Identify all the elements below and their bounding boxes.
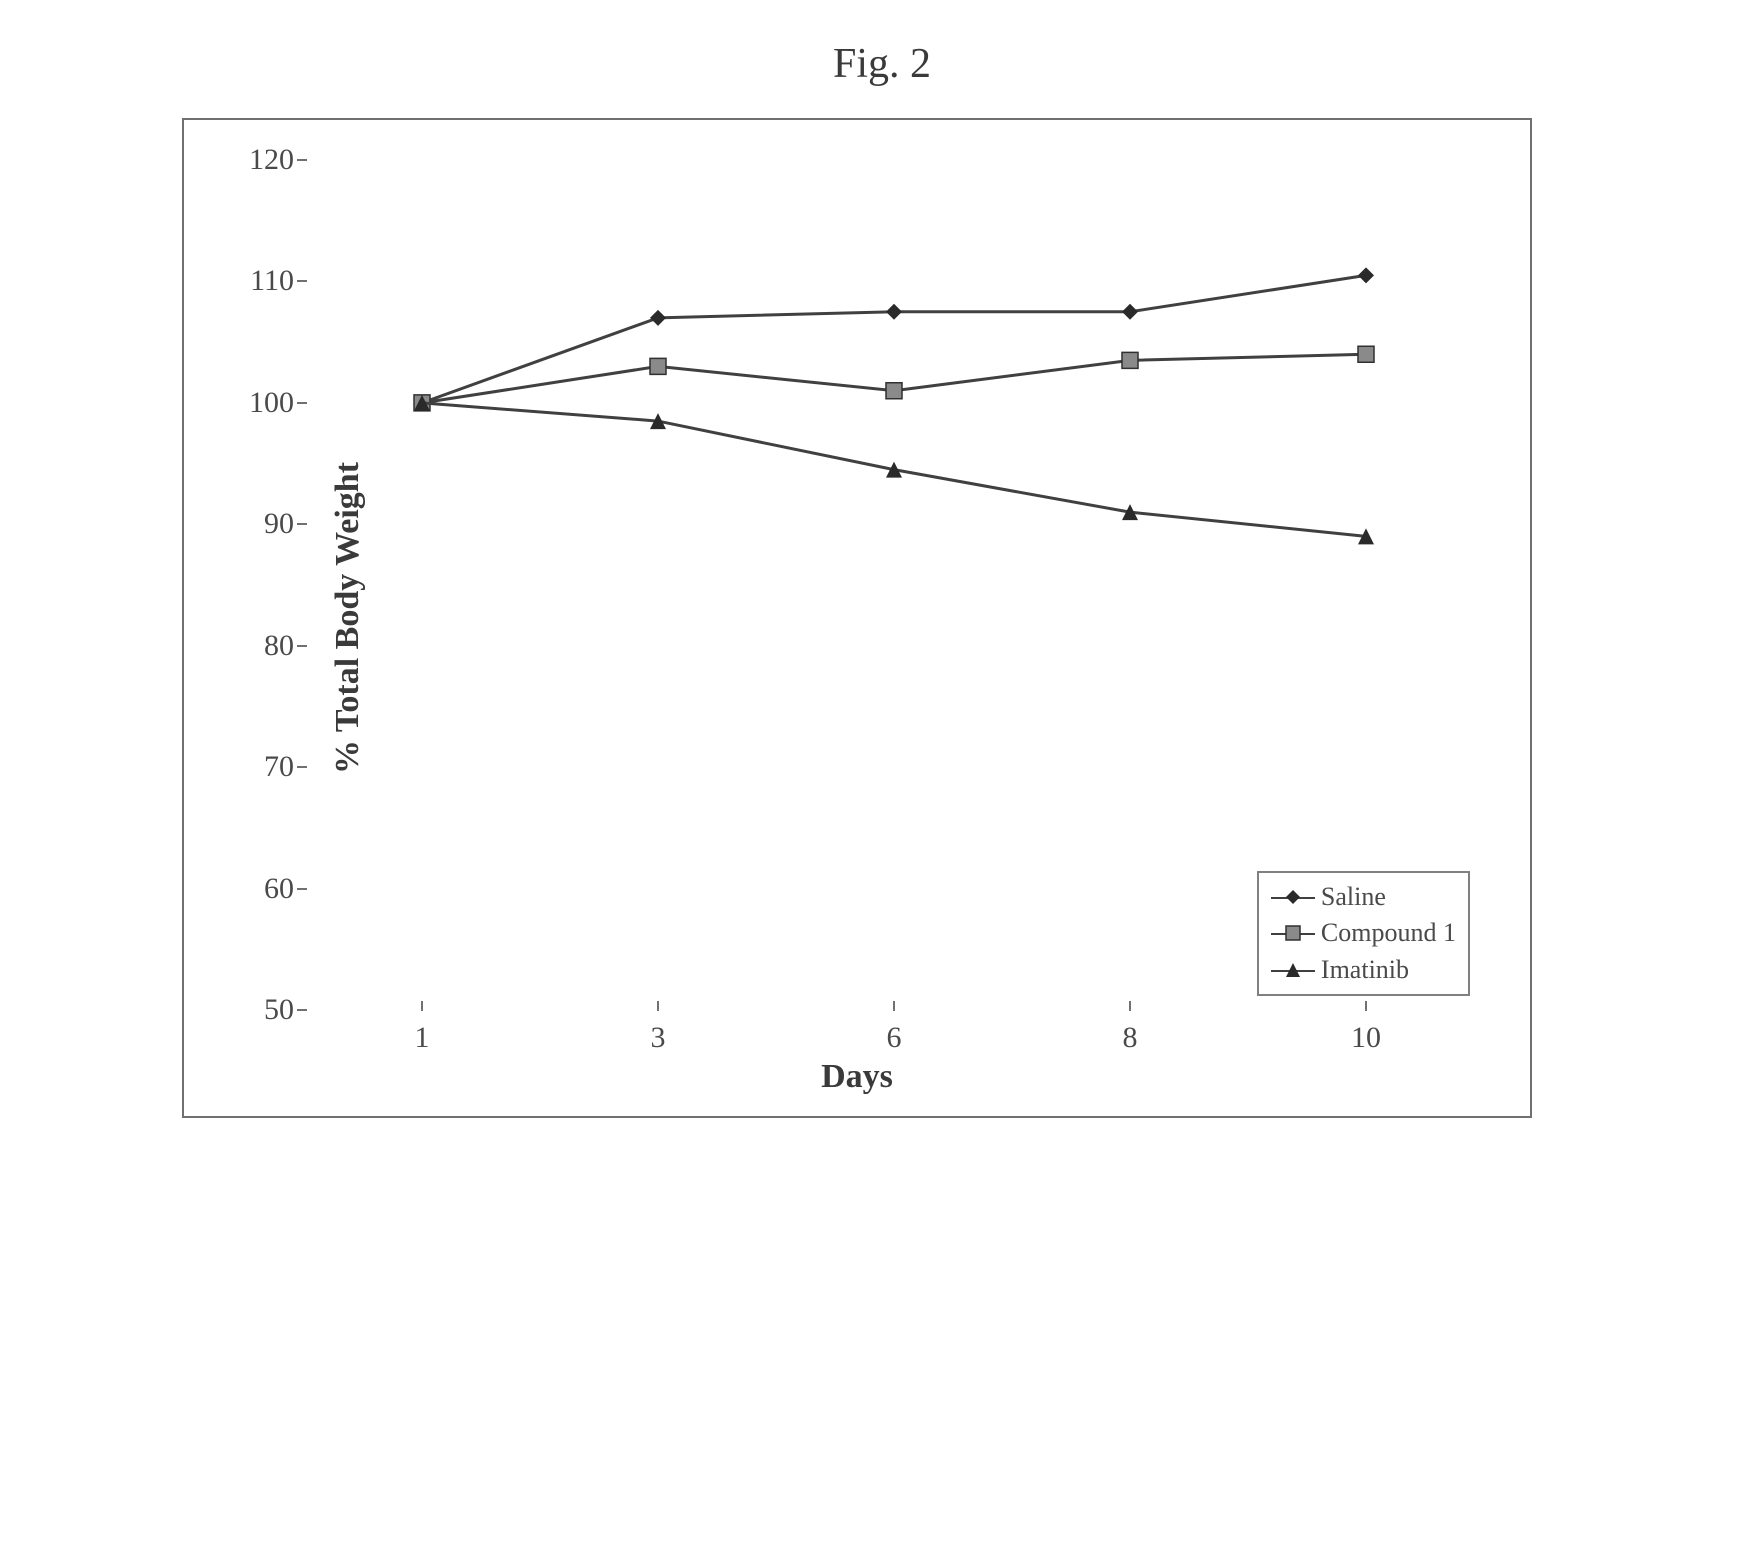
x-tick-label: 8	[1123, 1021, 1138, 1055]
legend-label: Compound 1	[1321, 915, 1456, 951]
y-tick-label: 120	[249, 143, 294, 177]
legend-item: Compound 1	[1271, 915, 1456, 951]
y-tick	[297, 159, 307, 161]
legend-label: Imatinib	[1321, 952, 1409, 988]
x-tick	[893, 1001, 895, 1011]
series-marker	[1122, 304, 1138, 320]
series-marker	[650, 358, 666, 374]
figure-container: Fig. 2 % Total Body Weight Days SalineCo…	[182, 40, 1582, 1118]
x-tick	[657, 1001, 659, 1011]
y-tick	[297, 645, 307, 647]
legend: SalineCompound 1Imatinib	[1257, 871, 1470, 996]
series-marker	[1358, 267, 1374, 283]
legend-item: Imatinib	[1271, 952, 1456, 988]
y-tick-label: 50	[264, 993, 294, 1027]
x-tick-label: 1	[415, 1021, 430, 1055]
legend-swatch	[1271, 960, 1315, 980]
x-tick	[1129, 1001, 1131, 1011]
legend-item: Saline	[1271, 879, 1456, 915]
y-tick	[297, 1009, 307, 1011]
series-marker	[886, 383, 902, 399]
y-tick	[297, 280, 307, 282]
x-tick	[421, 1001, 423, 1011]
y-tick	[297, 402, 307, 404]
y-tick-label: 90	[264, 507, 294, 541]
y-tick-label: 80	[264, 629, 294, 663]
series-marker	[1122, 352, 1138, 368]
chart-box: % Total Body Weight Days SalineCompound …	[182, 118, 1532, 1118]
series-marker	[1358, 346, 1374, 362]
series-marker	[886, 304, 902, 320]
figure-title: Fig. 2	[182, 40, 1582, 88]
y-tick	[297, 523, 307, 525]
y-tick-label: 110	[250, 264, 294, 298]
series-marker	[650, 310, 666, 326]
x-tick-label: 6	[887, 1021, 902, 1055]
legend-label: Saline	[1321, 879, 1386, 915]
y-tick	[297, 888, 307, 890]
x-tick	[1365, 1001, 1367, 1011]
y-tick	[297, 766, 307, 768]
y-tick-label: 100	[249, 386, 294, 420]
legend-swatch	[1271, 923, 1315, 943]
x-axis-label: Days	[821, 1058, 893, 1096]
y-tick-label: 70	[264, 750, 294, 784]
x-tick-label: 3	[651, 1021, 666, 1055]
x-tick-label: 10	[1351, 1021, 1381, 1055]
y-tick-label: 60	[264, 872, 294, 906]
legend-swatch	[1271, 887, 1315, 907]
